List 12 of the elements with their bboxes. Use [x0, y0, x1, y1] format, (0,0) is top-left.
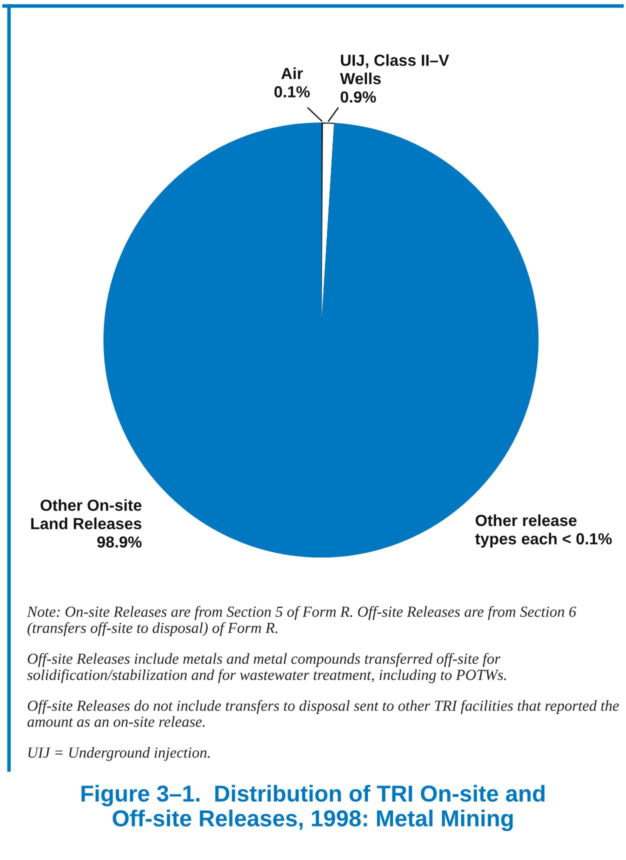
- data-label: 0.9%: [340, 91, 376, 103]
- slice-label: Other On-site Land Releases: [31, 499, 142, 530]
- slice-label: Air: [281, 67, 303, 79]
- text: Note: On-site Releases are from Section 5 of Form R. Off-site Releases are from Section 6 (transfers off-site to disposal) of Form R.: [26, 606, 576, 636]
- text: Figure 3–1. Distribution of TRI On-site and Off-site Releases, 1998: Metal Mining: [82, 784, 545, 832]
- slice-label: UIJ, Class II–V Wells: [340, 54, 450, 84]
- text: Off-site Releases include metals and metal compounds transferred off-site for solidification/stabilization and for wastewater treatment, including to POTWs.: [27, 653, 506, 684]
- text: UIJ = Underground injection.: [28, 747, 210, 761]
- data-label: 98.9%: [97, 536, 142, 548]
- data-label: 0.1%: [274, 86, 310, 98]
- text: Other release types each < 0.1%: [475, 514, 612, 548]
- text: Off-site Releases do not include transfers to disposal sent to other TRI facilities that reported the amount as an on-site release.: [27, 700, 619, 727]
